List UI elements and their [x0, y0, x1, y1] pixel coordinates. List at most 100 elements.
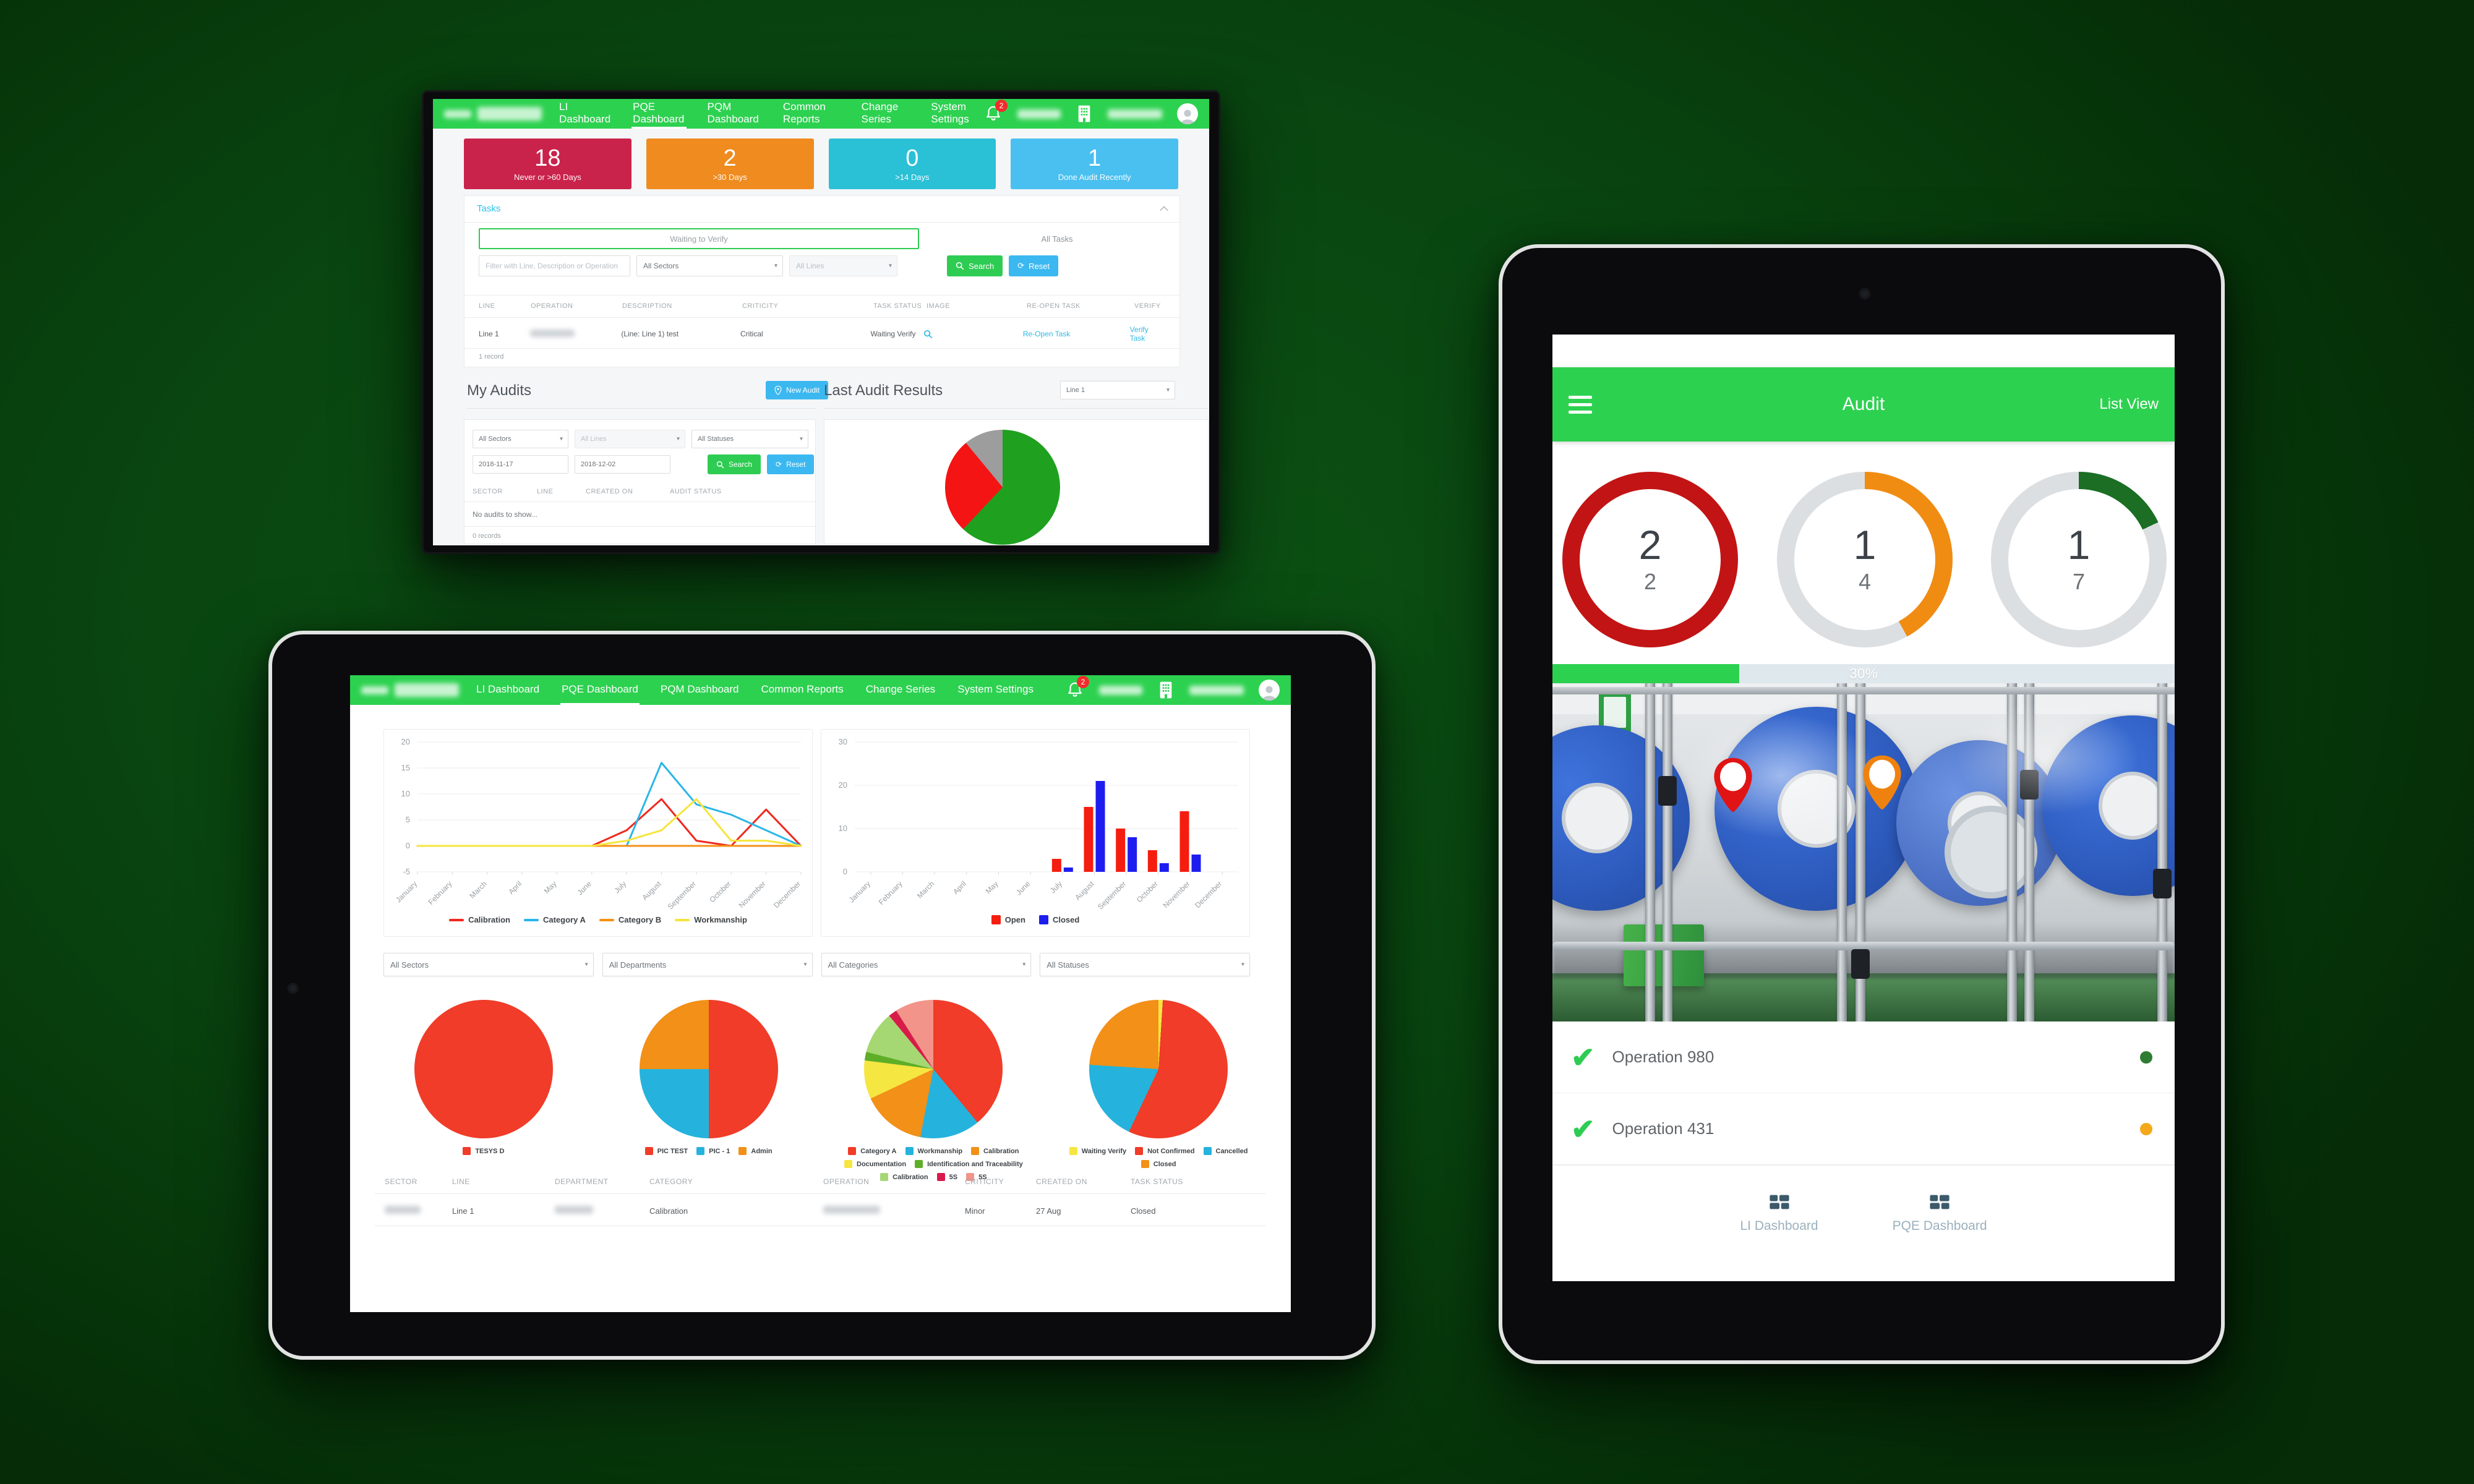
verify-task-link[interactable]: Verify Task — [1129, 325, 1149, 343]
sector-select[interactable]: All Sectors ▾ — [636, 255, 783, 276]
date-from-input[interactable] — [473, 455, 568, 474]
legend-item: TESYS D — [463, 1147, 504, 1155]
legend-item: PIC TEST — [644, 1147, 688, 1155]
frame-post — [1645, 683, 1655, 1021]
col-sector: SECTOR — [473, 488, 503, 495]
nav-item-common-reports[interactable]: Common Reports — [782, 100, 826, 125]
legend-item: Not Confirmed — [1135, 1147, 1195, 1155]
nav-item-change-series[interactable]: Change Series — [865, 683, 936, 695]
kpi-label: Never or >60 Days — [514, 172, 581, 182]
legend-item: 5S — [936, 1173, 957, 1181]
last-audit-results-panel — [824, 419, 1209, 545]
kpi-value: 0 — [905, 145, 919, 171]
tab-all-tasks[interactable]: All Tasks — [1041, 234, 1073, 244]
nav-item-system-settings[interactable]: System Settings — [931, 100, 969, 125]
check-icon: ✔ — [1571, 1112, 1595, 1145]
tablet-camera — [288, 984, 297, 993]
line-select[interactable]: All Lines ▾ — [789, 255, 897, 276]
svg-text:October: October — [1135, 879, 1160, 904]
tablet-navbar: LI Dashboard PQE Dashboard PQM Dashboard Co… — [350, 675, 1291, 705]
footer-li-dashboard[interactable]: LI Dashboard — [1740, 1194, 1818, 1281]
audit-status-select[interactable]: All Statuses ▾ — [691, 430, 808, 448]
categories-select[interactable]: All Categories ▾ — [821, 953, 1032, 976]
nav-item-pqm-dashboard[interactable]: PQM Dashboard — [707, 100, 759, 125]
audit-line-select[interactable]: All Lines ▾ — [575, 430, 685, 448]
redacted-plant-name — [1099, 685, 1142, 695]
my-audits-panel: All Sectors ▾ All Lines ▾ All Statuses ▾ Se… — [464, 419, 816, 544]
line-select-value: Line 1 — [1066, 386, 1085, 394]
notifications-button[interactable]: 2 — [1066, 676, 1089, 699]
reset-label: Reset — [1029, 261, 1050, 271]
mobile-screen: Audit List View 2 2 1 4 1 7 — [1552, 335, 2175, 1281]
building-icon[interactable] — [1157, 680, 1175, 700]
map-pin-orange-icon[interactable] — [1860, 753, 1904, 812]
svg-text:-5: -5 — [403, 867, 410, 876]
notifications-button[interactable]: 2 — [984, 100, 1008, 123]
legend-label: TESYS D — [475, 1147, 505, 1155]
category-pie-col: Category A Workmanship Calibration Document… — [821, 994, 1047, 1198]
tab-waiting-to-verify[interactable]: Waiting to Verify — [479, 228, 919, 249]
task-filter-input[interactable] — [479, 255, 630, 276]
nav-item-li-dashboard[interactable]: LI Dashboard — [476, 683, 540, 695]
col-task-status: TASK STATUS — [1131, 1177, 1183, 1186]
image-zoom-icon[interactable] — [923, 330, 933, 339]
hamburger-menu-icon[interactable] — [1569, 395, 1592, 414]
nav-item-pqm-dashboard[interactable]: PQM Dashboard — [660, 683, 739, 695]
list-view-button[interactable]: List View — [2099, 396, 2159, 412]
new-audit-button[interactable]: New Audit — [766, 381, 829, 399]
user-avatar[interactable] — [1259, 680, 1280, 701]
building-icon[interactable] — [1076, 104, 1093, 124]
last-audit-line-select[interactable]: Line 1 ▾ — [1060, 381, 1175, 399]
detail-table-row[interactable]: Line 1 Calibration Minor 27 Aug Closed — [385, 1198, 1256, 1223]
ring-total: 7 — [2072, 569, 2086, 594]
audit-sector-select[interactable]: All Sectors ▾ — [473, 430, 568, 448]
operation-list-item[interactable]: ✔ Operation 980 — [1552, 1021, 2175, 1093]
reopen-task-link[interactable]: Re-Open Task — [1022, 330, 1071, 338]
nav-item-common-reports[interactable]: Common Reports — [761, 683, 844, 695]
nav-item-pqe-dashboard[interactable]: PQE Dashboard — [560, 675, 640, 705]
nav-item-system-settings[interactable]: System Settings — [957, 683, 1034, 695]
map-pin-red-icon[interactable] — [1711, 756, 1755, 814]
ring-center: 1 7 — [2008, 489, 2149, 630]
ring-center: 1 4 — [1794, 489, 1935, 630]
sectors-select[interactable]: All Sectors ▾ — [383, 953, 594, 976]
legend-label: Open — [1004, 915, 1025, 924]
audit-reset-button[interactable]: ⟳ Reset — [767, 454, 815, 474]
footer-pqe-dashboard[interactable]: PQE Dashboard — [1893, 1194, 1987, 1281]
reset-button[interactable]: ⟳ Reset — [1009, 255, 1059, 276]
ring-value: 1 — [1853, 522, 1877, 568]
search-button[interactable]: Search — [947, 255, 1003, 276]
svg-text:May: May — [542, 879, 559, 895]
nav-item-change-series[interactable]: Change Series — [861, 100, 899, 125]
svg-text:March: March — [468, 879, 488, 900]
operation-list-item[interactable]: ✔ Operation 431 — [1552, 1093, 2175, 1165]
nav-item-pqe-dashboard[interactable]: PQE Dashboard — [631, 99, 687, 129]
statuses-select[interactable]: All Statuses ▾ — [1040, 953, 1250, 976]
label: Search — [729, 460, 753, 469]
tasks-title: Tasks — [477, 203, 501, 214]
date-to-input[interactable] — [575, 455, 670, 474]
task-row[interactable]: Line 1 (Line: Line 1) test Critical Wait… — [479, 323, 1165, 344]
user-avatar[interactable] — [1177, 103, 1198, 124]
sector-pie-col: TESYS D — [371, 994, 596, 1198]
kpi-card-done-recently[interactable]: 1 Done Audit Recently — [1011, 139, 1178, 189]
status-pie-col: Waiting Verify Not Confirmed Cancelled Clos… — [1046, 994, 1271, 1198]
chevron-down-icon: ▾ — [584, 961, 588, 968]
kpi-card-14-days[interactable]: 0 >14 Days — [828, 139, 996, 189]
col-verify: VERIFY — [1134, 302, 1161, 310]
ring-gauge-red: 2 2 — [1562, 472, 1738, 647]
kpi-card-30-days[interactable]: 2 >30 Days — [646, 139, 814, 189]
mobile-footer: LI Dashboard PQE Dashboard — [1552, 1165, 2175, 1281]
audit-search-button[interactable]: Search — [708, 454, 761, 474]
legend-item: Category B — [599, 915, 661, 924]
legend-item: 5S — [966, 1173, 987, 1181]
legend-label: Category A — [860, 1147, 897, 1155]
legend-label: Calibration — [892, 1173, 928, 1181]
svg-text:15: 15 — [401, 763, 410, 772]
divider — [467, 408, 816, 409]
col-task-status: TASK STATUS — [873, 302, 922, 310]
departments-select[interactable]: All Departments ▾ — [602, 953, 813, 976]
nav-item-li-dashboard[interactable]: LI Dashboard — [559, 100, 611, 125]
last-audit-results-title: Last Audit Results — [824, 382, 943, 399]
kpi-card-overdue[interactable]: 18 Never or >60 Days — [464, 139, 631, 189]
